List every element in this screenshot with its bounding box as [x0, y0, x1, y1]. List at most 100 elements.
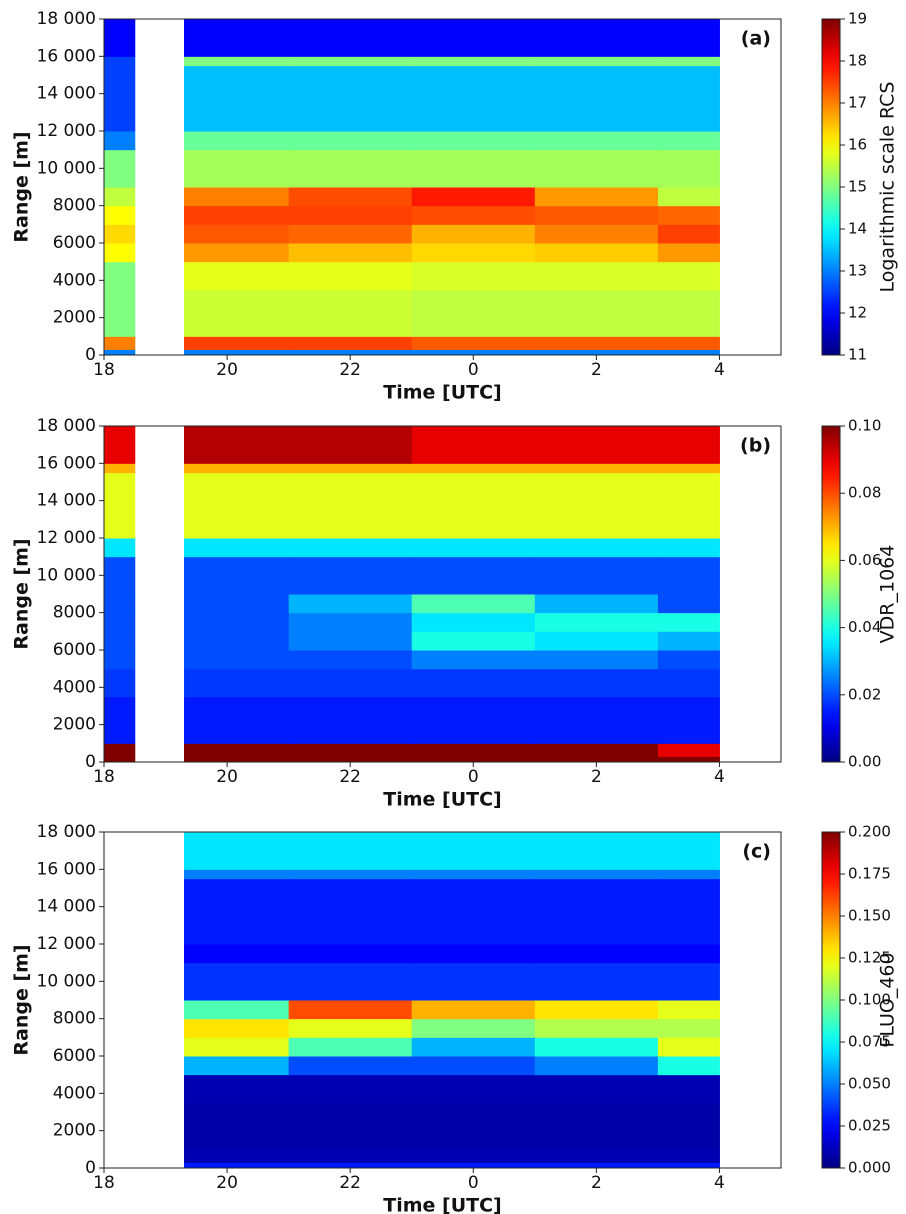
- y-tick-label: 16 000: [37, 46, 96, 66]
- heatmap-cell: [411, 1102, 536, 1150]
- heatmap-cell: [657, 1037, 720, 1057]
- heatmap-cell: [657, 743, 720, 757]
- heatmap-cell: [184, 1074, 290, 1104]
- heatmap-cell: [288, 426, 413, 464]
- y-tick-label: 0: [85, 1158, 96, 1178]
- heatmap-cell: [534, 1000, 659, 1020]
- heatmap-cell: [288, 19, 413, 57]
- y-tick-label: 14 000: [37, 84, 96, 104]
- x-axis-label: Time [UTC]: [383, 789, 501, 811]
- heatmap-cell: [288, 878, 413, 945]
- y-tick-label: 14 000: [37, 491, 96, 511]
- y-tick-label: 16 000: [37, 453, 96, 473]
- y-tick-label: 8000: [53, 1009, 96, 1029]
- heatmap-cell: [288, 668, 413, 698]
- heatmap-cell: [288, 1149, 413, 1163]
- plot-frame: [103, 831, 782, 1169]
- heatmap-cell: [288, 205, 413, 225]
- heatmap-cell: [288, 1056, 413, 1076]
- x-tick-label: 2: [591, 1173, 602, 1193]
- heatmap-cell: [184, 472, 290, 539]
- heatmap-cell: [288, 612, 413, 632]
- x-tick-label: 22: [339, 767, 361, 787]
- heatmap-cell: [411, 224, 536, 244]
- heatmap-cell: [657, 594, 720, 614]
- heatmap-cell: [104, 243, 136, 263]
- heatmap-cell: [411, 650, 536, 670]
- heatmap-cell: [411, 65, 536, 132]
- heatmap-cell: [534, 205, 659, 225]
- x-tick-label: 0: [468, 360, 479, 380]
- colorbar-label: FLUO_460: [877, 952, 899, 1047]
- heatmap-cell: [104, 205, 136, 225]
- y-tick-label: 0: [85, 752, 96, 772]
- y-tick-label: 18 000: [37, 416, 96, 436]
- panel-label: (b): [740, 435, 771, 457]
- heatmap-cell: [184, 289, 290, 337]
- heatmap-cell: [288, 944, 413, 964]
- heatmap-cell: [411, 1162, 536, 1169]
- heatmap-cell: [184, 149, 290, 188]
- y-tick-label: 6000: [53, 640, 96, 660]
- heatmap-cell: [184, 594, 290, 614]
- heatmap-cell: [184, 1162, 290, 1169]
- heatmap-cell: [288, 243, 413, 263]
- heatmap-cell: [288, 261, 413, 291]
- colorbar-tick-label: 0.150: [848, 907, 891, 925]
- colorbar: [821, 425, 841, 763]
- heatmap-cell: [104, 631, 136, 651]
- colorbar-tick-label: 17: [848, 94, 867, 112]
- colorbar-tick-label: 0.08: [848, 484, 881, 502]
- heatmap-cell: [657, 538, 720, 558]
- heatmap-cell: [411, 205, 536, 225]
- heatmap-cell: [104, 538, 136, 558]
- heatmap-cell: [534, 538, 659, 558]
- heatmap-cell: [534, 426, 659, 464]
- colorbar-tick-label: 0.000: [848, 1159, 891, 1177]
- heatmap-cell: [104, 756, 136, 763]
- heatmap-cell: [534, 243, 659, 263]
- heatmap-cell: [657, 832, 720, 870]
- colorbar-tick-label: 0.06: [848, 551, 881, 569]
- heatmap-cell: [411, 1074, 536, 1104]
- x-tick-label: 22: [339, 1173, 361, 1193]
- heatmap-cell: [184, 538, 290, 558]
- y-tick-label: 18 000: [37, 822, 96, 842]
- heatmap-cell: [411, 472, 536, 539]
- heatmap-cell: [184, 1102, 290, 1150]
- y-tick-label: 2000: [53, 1121, 96, 1141]
- heatmap-cell: [411, 187, 536, 207]
- heatmap-cell: [534, 1162, 659, 1169]
- colorbar-tick-label: 18: [848, 52, 867, 70]
- colorbar-tick-label: 0.050: [848, 1075, 891, 1093]
- heatmap-cell: [534, 224, 659, 244]
- heatmap-cell: [411, 696, 536, 744]
- heatmap-cell: [184, 869, 290, 880]
- x-tick-label: 18: [93, 1173, 115, 1193]
- heatmap-cell: [657, 650, 720, 670]
- y-tick-label: 0: [85, 345, 96, 365]
- heatmap-cell: [104, 131, 136, 151]
- heatmap-cell: [657, 1149, 720, 1163]
- colorbar-tick-label: 13: [848, 262, 867, 280]
- heatmap-cell: [184, 756, 290, 763]
- y-axis-label: Range [m]: [11, 944, 33, 1055]
- heatmap-cell: [657, 962, 720, 1001]
- heatmap-cell: [104, 556, 136, 595]
- heatmap-cell: [104, 650, 136, 670]
- heatmap-cell: [288, 1018, 413, 1038]
- heatmap-cell: [184, 612, 290, 632]
- heatmap-cell: [184, 944, 290, 964]
- heatmap-cell: [411, 243, 536, 263]
- heatmap-cell: [104, 594, 136, 614]
- x-axis-label: Time [UTC]: [383, 382, 501, 404]
- y-tick-label: 10 000: [37, 158, 96, 178]
- heatmap-cell: [104, 187, 136, 207]
- heatmap-cell: [288, 65, 413, 132]
- heatmap-cell: [184, 556, 290, 595]
- heatmap-cell: [534, 187, 659, 207]
- heatmap-cell: [411, 1149, 536, 1163]
- heatmap-cell: [184, 650, 290, 670]
- colorbar-tick-label: 0.125: [848, 949, 891, 967]
- heatmap-cell: [657, 869, 720, 880]
